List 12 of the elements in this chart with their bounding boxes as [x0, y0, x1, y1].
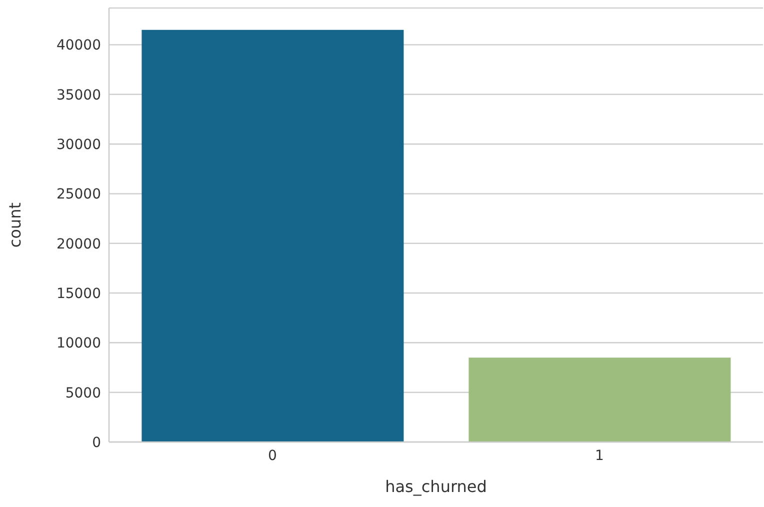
- x-axis-title: has_churned: [385, 477, 487, 496]
- y-tick-label: 30000: [56, 137, 101, 154]
- y-tick-label: 35000: [56, 87, 101, 104]
- y-tick-label: 25000: [56, 186, 101, 203]
- y-axis-title: count: [6, 202, 25, 248]
- y-tick-label: 20000: [56, 236, 101, 252]
- y-tick-label: 10000: [56, 336, 101, 352]
- y-tick-label: 0: [92, 434, 101, 451]
- x-tick-label: 1: [595, 448, 604, 464]
- y-tick-label: 15000: [56, 286, 101, 302]
- y-tick-label: 40000: [56, 38, 101, 54]
- y-tick-label: 5000: [65, 385, 101, 402]
